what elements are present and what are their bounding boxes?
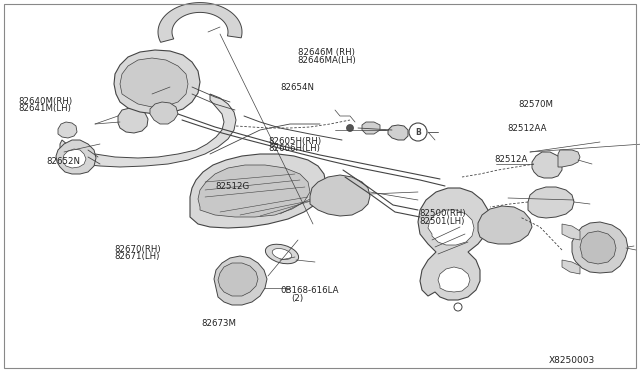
Text: 82671(LH): 82671(LH) [114,252,159,261]
Polygon shape [60,94,236,167]
Text: X8250003: X8250003 [549,356,595,365]
Polygon shape [56,140,96,174]
Polygon shape [310,175,370,216]
Circle shape [147,62,163,78]
Polygon shape [190,154,326,228]
Text: B: B [415,128,421,137]
Polygon shape [120,58,188,107]
Polygon shape [118,108,148,133]
Polygon shape [418,188,490,300]
Polygon shape [562,260,580,274]
Polygon shape [532,152,562,178]
Circle shape [157,108,167,118]
Circle shape [543,195,557,209]
Text: 82606H(LH): 82606H(LH) [269,144,321,153]
Text: 82654N: 82654N [280,83,314,92]
Polygon shape [562,224,580,240]
Circle shape [328,184,352,208]
Circle shape [147,84,163,100]
Polygon shape [214,256,267,305]
Text: 0B168-616LA: 0B168-616LA [280,286,339,295]
Text: 82501(LH): 82501(LH) [419,217,465,225]
Text: 82512A: 82512A [494,155,527,164]
Polygon shape [198,165,310,217]
Text: 82512G: 82512G [215,182,250,191]
Polygon shape [428,210,474,245]
Ellipse shape [272,248,292,260]
Polygon shape [438,267,470,292]
Text: 82570M: 82570M [518,100,554,109]
Text: (2): (2) [291,294,303,303]
Ellipse shape [266,244,299,264]
Circle shape [346,125,353,131]
Text: 82652N: 82652N [47,157,81,166]
Circle shape [409,123,427,141]
Text: 82641M(LH): 82641M(LH) [18,104,71,113]
Text: 82673M: 82673M [202,319,237,328]
Polygon shape [528,187,574,218]
Polygon shape [150,102,178,124]
Polygon shape [63,149,86,168]
Circle shape [126,113,140,127]
Text: 82646MA(LH): 82646MA(LH) [298,56,356,65]
Polygon shape [158,3,242,42]
Circle shape [590,240,606,256]
Text: 82512AA: 82512AA [507,124,547,132]
Polygon shape [114,50,200,114]
Text: 82605H(RH): 82605H(RH) [269,137,322,146]
Polygon shape [362,122,380,134]
Polygon shape [388,125,408,140]
Text: 82500(RH): 82500(RH) [419,209,466,218]
Polygon shape [572,222,628,273]
Circle shape [454,303,462,311]
Polygon shape [478,206,532,244]
Text: 82670(RH): 82670(RH) [114,245,161,254]
Polygon shape [218,263,258,296]
Text: 82640M(RH): 82640M(RH) [18,97,72,106]
Text: 82646M (RH): 82646M (RH) [298,48,355,57]
Polygon shape [580,231,616,264]
Polygon shape [558,150,580,167]
Polygon shape [58,122,77,138]
Circle shape [231,271,249,289]
